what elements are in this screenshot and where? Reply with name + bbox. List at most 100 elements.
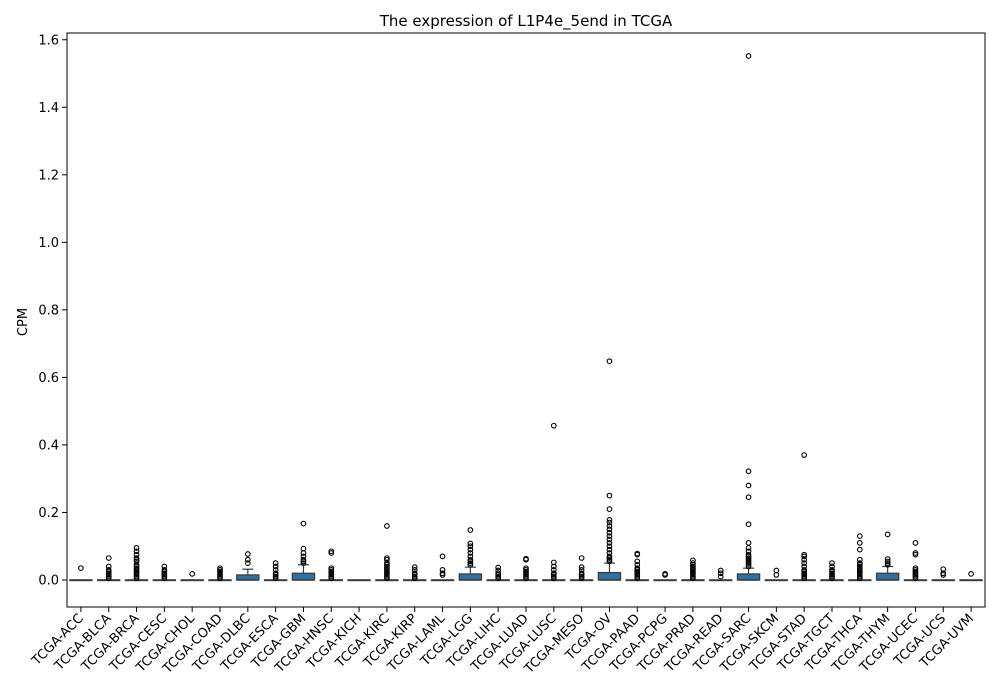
- outlier-point: [801, 553, 808, 560]
- outlier-point: [161, 570, 168, 577]
- outlier-point: [606, 529, 613, 536]
- outlier-point: [411, 573, 418, 580]
- outlier-point: [829, 560, 835, 566]
- plot-area: 0.00.20.40.60.81.01.21.41.6TCGA-ACCTCGA-…: [29, 32, 986, 677]
- box: [597, 571, 622, 581]
- outlier-point: [745, 539, 752, 546]
- outlier-point: [244, 551, 251, 557]
- outlier-point: [606, 539, 613, 546]
- outlier-point: [606, 492, 613, 499]
- outlier-point: [300, 560, 307, 566]
- outlier-point: [690, 563, 696, 570]
- outlier-point: [884, 531, 891, 538]
- outlier-point: [467, 553, 474, 560]
- outlier-point: [217, 568, 223, 575]
- outlier-point: [105, 555, 112, 561]
- outlier-point: [133, 551, 140, 558]
- y-tick-label: 1.4: [38, 101, 59, 116]
- outlier-point: [940, 566, 947, 573]
- y-tick-label: 0.6: [38, 371, 59, 386]
- outlier-point: [523, 568, 529, 575]
- outlier-point: [606, 536, 613, 543]
- outlier-point: [523, 565, 529, 572]
- outlier-point: [634, 561, 641, 568]
- outlier-point: [328, 550, 335, 556]
- outlier-point: [912, 567, 919, 573]
- outlier-point: [634, 565, 641, 572]
- outlier-point: [105, 563, 112, 570]
- outlier-point: [717, 570, 724, 577]
- outlier-point: [578, 570, 585, 577]
- outlier-point: [801, 560, 808, 566]
- outlier-point: [439, 567, 446, 573]
- outlier-point: [161, 563, 168, 570]
- outlier-point: [745, 482, 752, 489]
- outlier-point: [411, 567, 418, 573]
- outlier-point: [690, 560, 696, 566]
- outlier-point: [884, 558, 891, 565]
- outlier-point: [384, 556, 390, 563]
- outlier-point: [606, 546, 613, 553]
- outlier-point: [856, 560, 863, 566]
- y-tick-label: 0.4: [38, 438, 59, 453]
- outlier-point: [912, 550, 919, 556]
- outlier-point: [272, 573, 279, 580]
- outlier-point: [856, 533, 863, 539]
- outlier-point: [384, 523, 390, 529]
- outlier-point: [161, 567, 168, 573]
- outlier-point: [133, 558, 140, 565]
- outlier-point: [856, 556, 863, 563]
- outlier-point: [912, 565, 919, 572]
- outlier-point: [523, 555, 529, 562]
- outlier-point: [578, 567, 585, 573]
- outlier-point: [606, 556, 613, 563]
- outlier-point: [801, 567, 808, 573]
- outlier-point: [300, 553, 307, 560]
- outlier-point: [801, 563, 808, 570]
- outlier-point: [884, 556, 891, 562]
- y-tick-label: 0.2: [38, 506, 59, 521]
- outlier-point: [745, 468, 752, 475]
- outlier-point: [467, 560, 474, 566]
- outlier-point: [244, 556, 251, 563]
- outlier-point: [745, 53, 752, 59]
- box: [875, 572, 900, 581]
- outlier-point: [328, 548, 335, 555]
- outlier-point: [717, 573, 724, 580]
- outlier-point: [829, 567, 835, 573]
- outlier-point: [773, 567, 780, 574]
- outlier-point: [300, 520, 307, 527]
- outlier-point: [801, 452, 808, 458]
- outlier-point: [606, 553, 613, 560]
- outlier-point: [439, 553, 446, 560]
- outlier-point: [272, 560, 279, 566]
- outlier-point: [523, 567, 529, 573]
- outlier-point: [717, 567, 724, 574]
- outlier-point: [384, 555, 390, 561]
- outlier-point: [105, 567, 112, 573]
- outlier-point: [439, 570, 446, 577]
- outlier-point: [578, 564, 585, 571]
- outlier-point: [495, 570, 502, 577]
- outlier-point: [606, 523, 613, 529]
- outlier-point: [968, 571, 974, 577]
- outlier-point: [578, 573, 585, 580]
- outlier-point: [912, 551, 919, 558]
- outlier-point: [467, 556, 474, 563]
- outlier-point: [272, 570, 279, 577]
- outlier-point: [606, 506, 613, 512]
- outlier-point: [578, 555, 585, 561]
- outlier-point: [133, 555, 140, 561]
- outlier-point: [411, 564, 418, 571]
- outlier-point: [606, 358, 613, 365]
- outlier-point: [634, 558, 641, 565]
- outlier-point: [384, 563, 390, 570]
- outlier-point: [495, 567, 502, 574]
- outlier-point: [745, 551, 752, 558]
- outlier-point: [829, 570, 835, 577]
- outlier-point: [606, 550, 613, 556]
- box: [291, 572, 316, 581]
- outlier-point: [272, 567, 279, 573]
- outlier-point: [912, 539, 919, 546]
